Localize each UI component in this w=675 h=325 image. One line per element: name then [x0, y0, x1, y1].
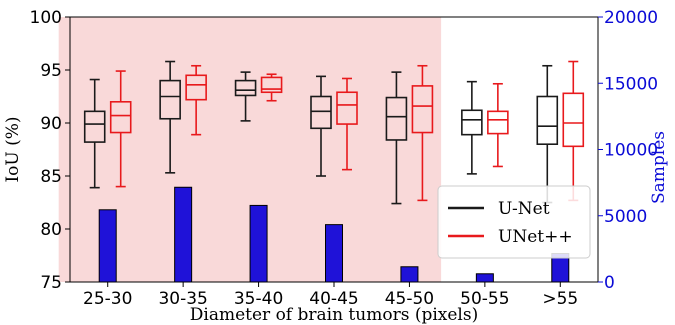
- box: [185, 74, 207, 101]
- left-tick-label: 90: [40, 114, 62, 134]
- boxplot-u-net-50-55: [461, 80, 483, 175]
- boxplot-unet-35-40: [260, 73, 283, 102]
- right-tick-label: 5000: [604, 207, 647, 227]
- box: [562, 92, 585, 148]
- x-tick-label-45-50: 45-50: [385, 289, 434, 309]
- x-tick-label-30-35: 30-35: [158, 289, 207, 309]
- x-tick-label-50-55: 50-55: [460, 289, 509, 309]
- boxplot-unet-55: [562, 60, 585, 202]
- right-tick-label: 0: [604, 273, 615, 293]
- samples-bar-50-55: [475, 273, 494, 283]
- boxplot-u-net-40-45: [310, 75, 332, 177]
- box: [310, 95, 332, 130]
- box: [336, 91, 358, 125]
- left-tick-label: 75: [40, 273, 62, 293]
- x-tick-label-25-30: 25-30: [83, 289, 132, 309]
- boxplot-u-net-35-40: [234, 71, 257, 122]
- box: [487, 110, 509, 135]
- legend-label-unet: U-Net: [498, 199, 550, 219]
- samples-bar-30-35: [174, 186, 193, 283]
- boxplot-unet-40-45: [336, 77, 358, 171]
- samples-bar-40-45: [325, 224, 343, 283]
- boxplot-u-net-25-30: [83, 78, 106, 189]
- box: [83, 110, 106, 143]
- boxplot-unet-45-50: [411, 64, 434, 202]
- x-axis-title: Diameter of brain tumors (pixels): [190, 305, 478, 325]
- samples-bar-35-40: [249, 204, 268, 283]
- box: [234, 79, 257, 97]
- boxplot-u-net-30-35: [159, 60, 181, 174]
- legend: U-Net UNet++: [437, 185, 591, 259]
- boxplot-u-net-45-50: [385, 71, 408, 205]
- left-tick-label: 80: [40, 220, 62, 240]
- box: [109, 101, 132, 134]
- box: [159, 79, 181, 120]
- right-tick-label: 15000: [604, 74, 658, 94]
- legend-label-unetpp: UNet++: [498, 227, 573, 247]
- boxplot-u-net-55: [536, 64, 559, 204]
- samples-bar-25-30: [98, 209, 117, 283]
- right-y-axis-title: Samples: [649, 131, 669, 204]
- box: [536, 95, 559, 146]
- x-tick-label-55: >55: [542, 289, 578, 309]
- right-tick-label: 20000: [604, 8, 658, 28]
- x-tick-label-35-40: 35-40: [234, 289, 283, 309]
- x-tick-label-40-45: 40-45: [309, 289, 358, 309]
- legend-frame: [437, 185, 591, 259]
- left-tick-label: 100: [30, 8, 62, 28]
- left-tick-label: 95: [40, 61, 62, 81]
- box: [385, 96, 408, 141]
- left-tick-label: 85: [40, 167, 62, 187]
- boxplot-unet-30-35: [185, 64, 207, 136]
- boxplot-unet-25-30: [109, 70, 132, 188]
- left-y-axis-title: IoU (%): [3, 116, 23, 182]
- box: [411, 85, 434, 134]
- box: [461, 109, 483, 136]
- boxplot-unet-50-55: [487, 82, 509, 168]
- box: [260, 76, 283, 94]
- right-tick-label: 10000: [604, 141, 658, 161]
- samples-bar-45-50: [400, 266, 419, 283]
